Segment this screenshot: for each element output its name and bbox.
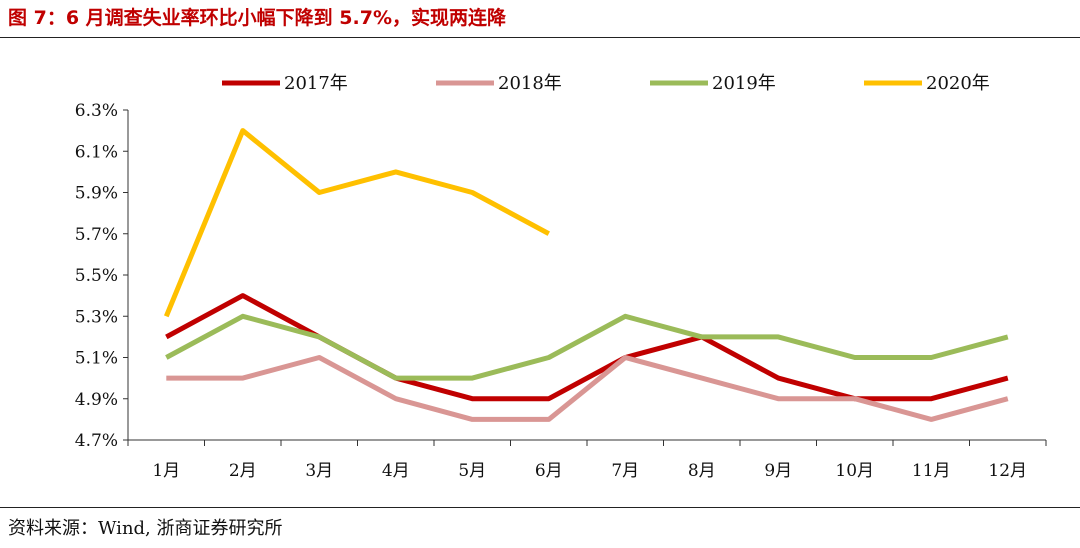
- x-tick-label: 8月: [688, 461, 716, 481]
- title-divider: [0, 37, 1080, 38]
- x-tick-label: 10月: [835, 461, 874, 481]
- x-tick-label: 2月: [229, 461, 257, 481]
- y-tick-label: 5.3%: [75, 307, 118, 327]
- series-line-2020: [163, 128, 550, 318]
- x-tick-label: 1月: [152, 461, 180, 481]
- line-chart: 2017年 2018年 2019年 2020年 4.7% 4.9% 5.1% 5.3% 5.5…: [75, 73, 1047, 481]
- source-note: 资料来源：Wind, 浙商证券研究所: [8, 518, 283, 539]
- y-tick-label: 5.1%: [75, 349, 118, 369]
- x-tick-label: 7月: [611, 461, 639, 481]
- series-line-2018: [166, 355, 1009, 422]
- y-tick-label: 5.7%: [75, 225, 118, 245]
- y-tick-label: 6.3%: [75, 101, 118, 121]
- legend-label: 2017年: [284, 73, 348, 94]
- y-tick-label: 5.9%: [75, 184, 118, 204]
- x-tick-label: 6月: [535, 461, 563, 481]
- x-axis: 1月 2月 3月 4月 5月 6月 7月 8月 9月 10月 11月 12月: [127, 439, 1047, 481]
- legend: 2017年 2018年 2019年 2020年: [222, 73, 990, 94]
- chart-title: 图 7：6 月调查失业率环比小幅下降到 5.7%，实现两连降: [8, 7, 506, 29]
- y-axis: 4.7% 4.9% 5.1% 5.3% 5.5% 5.7% 5.9% 6.1% 6.3%: [75, 101, 129, 451]
- plot-series: [163, 128, 1009, 422]
- series-line-2017: [165, 293, 1009, 402]
- y-tick-label: 4.9%: [75, 390, 118, 410]
- legend-label: 2019年: [712, 73, 776, 94]
- footer-divider: [0, 507, 1080, 508]
- legend-label: 2018年: [498, 73, 562, 94]
- y-tick-label: 5.5%: [75, 266, 118, 286]
- x-tick-label: 11月: [912, 461, 951, 481]
- x-tick-label: 3月: [305, 461, 333, 481]
- series-line-2019: [165, 313, 1009, 381]
- x-tick-label: 5月: [458, 461, 486, 481]
- x-tick-label: 9月: [764, 461, 792, 481]
- x-tick-label: 12月: [988, 461, 1027, 481]
- y-tick-label: 6.1%: [75, 142, 118, 162]
- legend-label: 2020年: [926, 73, 990, 94]
- x-tick-label: 4月: [382, 461, 410, 481]
- y-tick-label: 4.7%: [75, 431, 118, 451]
